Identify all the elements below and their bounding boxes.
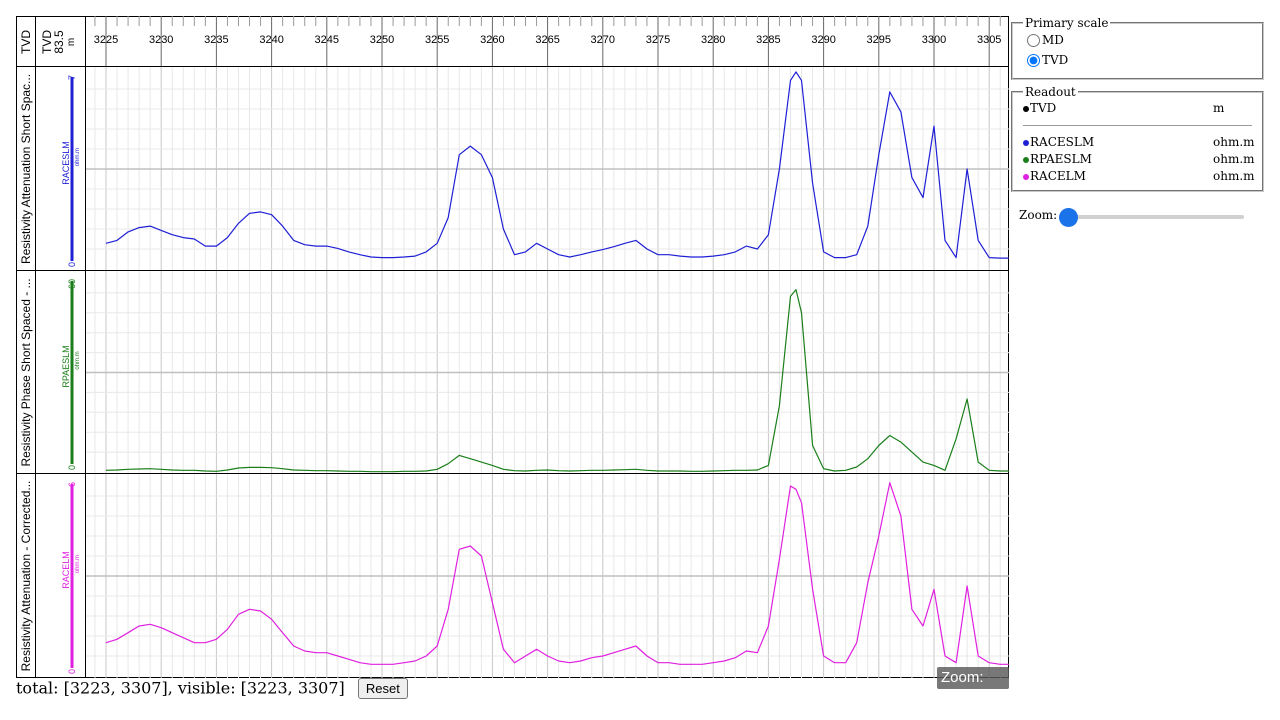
footer-bar: total: [3223, 3307], visible: [3223, 330…	[16, 678, 408, 700]
scale-min-label: 0	[67, 465, 77, 470]
scale-min-label: 0	[67, 669, 77, 674]
curve-racelm	[106, 483, 1009, 665]
reset-button[interactable]: Reset	[358, 678, 408, 699]
zoom-control: Zoom:	[1019, 207, 1249, 227]
zoom-badge: Zoom: x1.0	[937, 667, 1009, 689]
tvd-radio[interactable]	[1027, 54, 1040, 67]
readout-name: TVD	[1030, 101, 1056, 115]
readout-dot	[1023, 140, 1029, 146]
curve-unit: ohm.m	[75, 148, 81, 166]
curve-rpaeslm	[106, 290, 1009, 472]
curve-unit: ohm.m	[75, 351, 81, 369]
readout-row-raceslm: RACESLM ohm.m	[1023, 134, 1252, 151]
depth-tick-label: 3270	[591, 34, 615, 46]
primary-axis-label: TVD	[19, 30, 33, 54]
curve-unit: ohm.m	[75, 555, 81, 573]
range-status: total: [3223, 3307], visible: [3223, 330…	[16, 679, 345, 698]
readout-name: RPAESLM	[1030, 152, 1092, 166]
tvd-label: TVD	[1042, 53, 1068, 67]
secondary-axis-unit: m	[66, 38, 77, 46]
log-track-racelm: Resistivity Attenuation - Corrected... 6 0…	[19, 474, 1009, 678]
md-label: MD	[1042, 33, 1064, 47]
curve-raceslm	[106, 72, 1009, 258]
track-title: Resistivity Phase Short Spaced - ...	[19, 278, 33, 466]
tvd-option[interactable]: TVD	[1027, 50, 1252, 70]
readout-unit: ohm.m	[1213, 151, 1255, 168]
zoom-label: Zoom:	[1019, 208, 1057, 222]
curve-mnemonic: RACESLM	[61, 141, 71, 185]
depth-tick-label: 3300	[922, 34, 946, 46]
track-title: Resistivity Attenuation Short Spac...	[19, 74, 33, 264]
readout-dot	[1023, 157, 1029, 163]
log-track-raceslm: Resistivity Attenuation Short Spac... 7 0 R…	[16, 67, 1009, 271]
scale-max-label: 7	[67, 75, 77, 80]
depth-tick-label: 3250	[370, 34, 394, 46]
depth-tick-label: 3240	[259, 34, 283, 46]
scale-max-label: 60	[67, 279, 77, 289]
readout-name: RACELM	[1030, 169, 1086, 183]
readout-divider	[1023, 125, 1252, 126]
log-track-rpaeslm: Resistivity Phase Short Spaced - ... 60 0 R…	[16, 271, 1009, 474]
depth-tick-label: 3265	[535, 34, 559, 46]
primary-scale-legend: Primary scale	[1023, 16, 1110, 30]
md-option[interactable]: MD	[1027, 30, 1252, 50]
readout-unit: ohm.m	[1213, 168, 1255, 185]
viewer-frame	[17, 17, 1009, 678]
readout-unit: ohm.m	[1213, 134, 1255, 151]
depth-tick-label: 3260	[480, 34, 504, 46]
readout-row-reference: TVD m	[1023, 100, 1252, 117]
readout-row-racelm: RACELM ohm.m	[1023, 168, 1252, 185]
zoom-slider-thumb[interactable]	[1059, 208, 1078, 227]
curve-mnemonic: RPAESLM	[61, 345, 71, 387]
readout-row-rpaeslm: RPAESLM ohm.m	[1023, 151, 1252, 168]
scale-min-label: 0	[67, 262, 77, 267]
log-viewer[interactable]: TVD TVD 83.5 m 3225 3230 3235 3240 3245 3250 3255 3…	[16, 16, 1009, 678]
zoom-slider-track[interactable]	[1069, 215, 1244, 219]
track-title: Resistivity Attenuation - Corrected...	[19, 481, 33, 672]
scale-max-label: 6	[67, 482, 77, 487]
depth-tick-label: 3290	[811, 34, 835, 46]
readout-dot	[1023, 106, 1029, 112]
depth-tick-label: 3230	[149, 34, 173, 46]
readout-dot	[1023, 174, 1029, 180]
depth-tick-label: 3275	[646, 34, 670, 46]
depth-tick-label: 3225	[94, 34, 118, 46]
depth-tick-label: 3295	[867, 34, 891, 46]
readout-group: Readout TVD m RACESLM ohm.m RPAESLM ohm.…	[1011, 85, 1264, 192]
depth-tick-label: 3245	[315, 34, 339, 46]
depth-tick-label: 3235	[204, 34, 228, 46]
md-radio[interactable]	[1027, 34, 1040, 47]
depth-tick-label: 3255	[425, 34, 449, 46]
readout-name: RACESLM	[1030, 135, 1094, 149]
primary-scale-group: Primary scale MD TVD	[1011, 16, 1264, 80]
readout-unit: m	[1213, 100, 1224, 117]
depth-tick-label: 3285	[756, 34, 780, 46]
depth-tick-label: 3305	[977, 34, 1001, 46]
readout-legend: Readout	[1023, 85, 1078, 99]
curve-mnemonic: RACELM	[61, 551, 71, 589]
secondary-axis-value: 83.5	[52, 30, 66, 54]
depth-tick-label: 3280	[701, 34, 725, 46]
